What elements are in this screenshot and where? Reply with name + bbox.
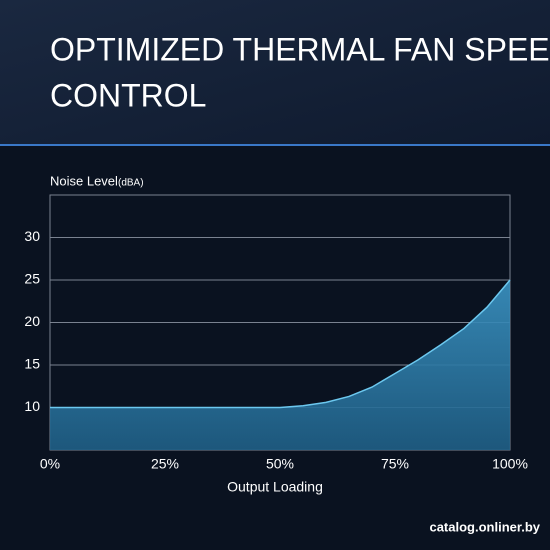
title-line-2: CONTROL bbox=[50, 77, 206, 113]
plot: 10 15 20 25 30 0% 25% 50% 75% 100% bbox=[24, 194, 528, 472]
y-tick-label: 10 bbox=[24, 398, 40, 414]
y-tick-label: 20 bbox=[24, 313, 40, 329]
x-tick-label: 0% bbox=[40, 456, 60, 472]
area-line bbox=[50, 279, 511, 409]
header-background bbox=[0, 0, 550, 145]
y-tick-label: 15 bbox=[24, 356, 40, 372]
y-tick-label: 25 bbox=[24, 271, 40, 287]
x-tick-label: 100% bbox=[492, 456, 528, 472]
watermark: catalog.onliner.by bbox=[429, 519, 540, 534]
y-tick-label: 30 bbox=[24, 228, 40, 244]
x-tick-label: 50% bbox=[266, 456, 294, 472]
y-axis-unit: (dBA) bbox=[118, 178, 144, 189]
x-tick-label: 75% bbox=[381, 456, 409, 472]
y-axis-label: Noise Level bbox=[50, 173, 118, 188]
title: OPTIMIZED THERMAL FAN SPEED bbox=[50, 31, 550, 67]
x-axis-label: Output Loading bbox=[227, 479, 323, 495]
x-tick-label: 25% bbox=[151, 456, 179, 472]
